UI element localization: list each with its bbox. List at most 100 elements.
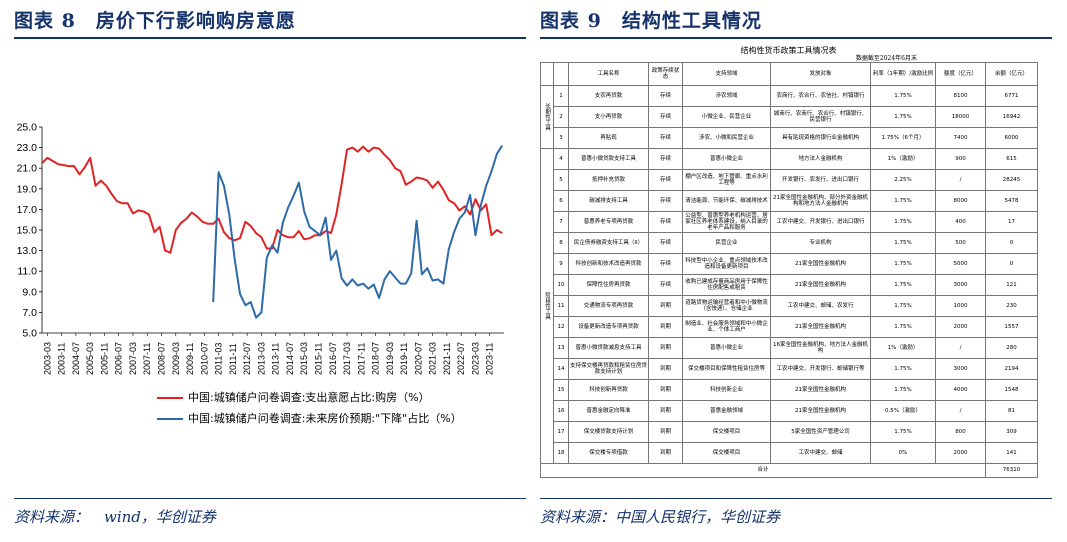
table-cell: 13 [553, 337, 569, 359]
table-row: 6 碳减排支持工具 存续 清洁能源、节能环保、碳减排技术 21家全国性金融机构、部分外资… [541, 190, 1038, 212]
legend-swatch-red [157, 397, 183, 399]
table-cell: 到期 [648, 316, 683, 338]
right-source-rule [540, 498, 1052, 499]
table-cell: 保障性住房再贷款 [568, 274, 649, 296]
table-cell: / [935, 169, 986, 191]
legend-swatch-blue [157, 418, 183, 420]
table-cell: 11 [553, 295, 569, 317]
table-row: 16 普惠金融定向降准 到期 普惠金融领域 21家全国性金融机构 0.5%（激励）/81 [541, 400, 1038, 422]
group-label-long: 长期性工具 [540, 85, 554, 149]
left-title-rule [14, 37, 526, 39]
table-cell: 再贴现 [568, 127, 649, 149]
table-cell: 到期 [648, 295, 683, 317]
table-cell: 21家全国性金融机构 [770, 379, 871, 401]
table-cell: 科技创新和技术改造再贷款 [568, 253, 649, 275]
table-row: 18 保交楼专项借款 到期 保交楼项目 工农中建交、邮储 0% 2000 141 [541, 442, 1038, 464]
table-cell: 交通物流专项再贷款 [568, 295, 649, 317]
table-cell: 400 [935, 211, 986, 233]
table-cell: 保交楼项目 [682, 442, 771, 464]
table-cell: 收购已建成存量商品房用于保障性住房配售或租赁 [682, 274, 771, 296]
table-cell: 9 [553, 253, 569, 275]
table-cell: 18 [553, 442, 569, 464]
table-cell: 0 [985, 253, 1038, 275]
table-cell: 存续 [648, 232, 683, 254]
table-cell: 280 [985, 337, 1038, 359]
table-cell: 309 [985, 421, 1038, 443]
header-rate: 利率（1年期）/激励比例 [870, 62, 936, 86]
table-cell: 28245 [985, 169, 1038, 191]
table-cell: 科技创新再贷款 [568, 379, 649, 401]
table-cell: 1.75% [870, 358, 936, 380]
table-cell: 16942 [985, 106, 1038, 128]
x-tick-label: 2014-07 [285, 342, 295, 375]
table-row: 14 支持保交楼再贷款和租赁住房贷款支持计划 到期 保交楼项目和保障性租赁住房等 工农中… [541, 358, 1038, 380]
table-cell: 2.25% [870, 169, 936, 191]
group-label-stage: 阶段性工具 [540, 148, 554, 464]
y-tick-label: 7.0 [22, 307, 37, 319]
table-cell: 到期 [648, 337, 683, 359]
x-tick-label: 2013-03 [256, 342, 266, 375]
table-cell: 存续 [648, 106, 683, 128]
table-cell: 棚户区改造、地下管廊、重点水利工程等 [682, 169, 771, 191]
table-cell: 1 [553, 85, 569, 107]
legend-item-red: 中国:城镇储户问卷调查:支出意愿占比:购房（%） [157, 389, 430, 405]
y-tick-label: 23.0 [17, 142, 38, 154]
series-line-red [41, 145, 503, 254]
table-cell: 500 [935, 232, 986, 254]
table-cell: 14 [553, 358, 569, 380]
table-cell: 21家全国性金融机构 [770, 400, 871, 422]
table-row: 17 保交楼贷款支持计划 到期 保交楼项目 5家全国性资产管理公司 1.75% 800 309 [541, 421, 1038, 443]
y-tick-label: 13.0 [17, 245, 38, 257]
x-tick-label: 2017-11 [356, 343, 366, 375]
header-status: 政策存续状态 [648, 62, 683, 86]
table-cell: 道路货物运输经营者和中小微物流（含快递）、仓储企业 [682, 295, 771, 317]
table-cell: 7 [553, 211, 569, 233]
table-cell: 121 [985, 274, 1038, 296]
table-cell: 5家全国性资产管理公司 [770, 421, 871, 443]
table-cell: 900 [935, 148, 986, 170]
table-cell: 设备更新改造专项再贷款 [568, 316, 649, 338]
table-cell: 15 [553, 379, 569, 401]
y-tick-label: 21.0 [17, 163, 38, 175]
y-tick-label: 11.0 [17, 266, 37, 278]
table-cell: 科技型中小企业、重点领域技术改造和设备更新项目 [682, 253, 771, 275]
table-cell: 1.75% [870, 232, 936, 254]
table-cell: 3000 [935, 358, 986, 380]
table-row: 3 再贴现 存续 涉农、小微和民营企业 具有贴现资格的银行业金融机构 1.75%（6个月）… [541, 127, 1038, 149]
table-cell: 到期 [648, 400, 683, 422]
table-cell: 8 [553, 232, 569, 254]
table-cell: 民企债券融资支持工具（II） [568, 232, 649, 254]
table-cell: 17 [553, 421, 569, 443]
table-cell: 涉农、小微和民营企业 [682, 127, 771, 149]
table-cell: 1000 [935, 295, 986, 317]
table-cell: 1.75% [870, 421, 936, 443]
table-cell: 普惠金融领域 [682, 400, 771, 422]
table-cell: 4000 [935, 379, 986, 401]
total-label: 合计 [540, 463, 986, 478]
x-tick-label: 2005-11 [99, 343, 109, 375]
table-cell: 工农中建交、邮储、农发行 [770, 295, 871, 317]
table-cell: 制造业、社会服务领域和中小微企业、个体工商户 [682, 316, 771, 338]
y-tick-label: 17.0 [17, 204, 38, 216]
table-cell: 2000 [935, 316, 986, 338]
legend-item-blue: 中国:城镇储户问卷调查:未来房价预期:"下降"占比（%） [157, 410, 462, 426]
table-cell: 碳减排支持工具 [568, 190, 649, 212]
x-tick-label: 2020-07 [413, 342, 423, 375]
table-caption: 结构性货币政策工具情况表 [740, 46, 837, 55]
table-cell: 2194 [985, 358, 1038, 380]
table-total-row: 合计 76310 [540, 463, 1038, 478]
table-cell: 6000 [985, 127, 1038, 149]
table-cell: 800 [935, 421, 986, 443]
legend-label-red: 中国:城镇储户问卷调查:支出意愿占比:购房（%） [188, 391, 430, 404]
x-tick-label: 2004-07 [71, 342, 81, 375]
table-cell: 保交楼专项借款 [568, 442, 649, 464]
table-cell: 2 [553, 106, 569, 128]
table-cell: 1.75% [870, 253, 936, 275]
table-row: 13 普惠小微贷款减息支持工具 到期 普惠小微企业 16家全国性金融机构、地方法人金融机… [541, 337, 1038, 359]
table-cell: 工农中建交、开发银行、邮储银行等 [770, 358, 871, 380]
table-cell: 8100 [935, 85, 986, 107]
table-cell: 1.75% [870, 190, 936, 212]
policy-table: 工具名称 政策存续状态 支持领域 发放对象 利率（1年期）/激励比例 额度（亿元… [540, 62, 1038, 478]
table-row: 12 设备更新改造专项再贷款 到期 制造业、社会服务领域和中小微企业、个体工商户 21家… [541, 316, 1038, 338]
table-cell: 3000 [935, 274, 986, 296]
